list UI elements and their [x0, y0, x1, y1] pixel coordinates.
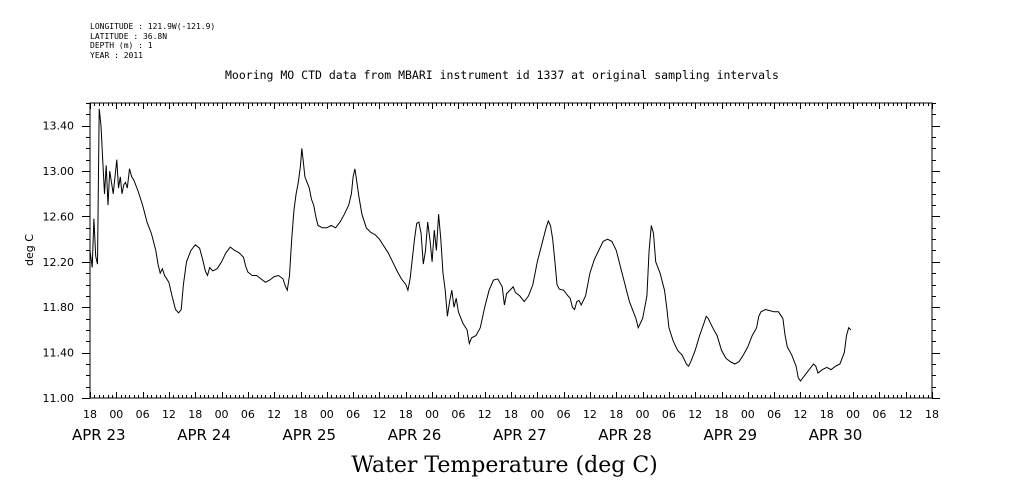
x-tick-label: 12	[583, 408, 597, 421]
x-tick-label: 00	[425, 408, 439, 421]
x-tick-label: 06	[872, 408, 886, 421]
x-tick-label: 00	[530, 408, 544, 421]
x-tick-label: 18	[504, 408, 518, 421]
x-tick-label: 18	[188, 408, 202, 421]
x-tick-label: 06	[451, 408, 465, 421]
y-tick-label: 12.60	[43, 210, 75, 223]
x-tick-label: 12	[478, 408, 492, 421]
x-tick-label: 18	[399, 408, 413, 421]
x-tick-label: 06	[767, 408, 781, 421]
x-tick-label: 00	[636, 408, 650, 421]
y-tick-label: 11.40	[43, 347, 75, 360]
longitude-line: LONGITUDE : 121.9W(-121.9)	[90, 22, 216, 31]
chart-title: Mooring MO CTD data from MBARI instrumen…	[225, 68, 779, 82]
x-tick-label: 18	[609, 408, 623, 421]
y-tick-labels: 11.00 11.40 11.80 12.20 12.60 13.00 13.40	[43, 120, 75, 405]
x-tick-label: 18	[925, 408, 939, 421]
x-tick-label: 18	[294, 408, 308, 421]
x-tick-label: 00	[741, 408, 755, 421]
x-day-label: APR 30	[809, 426, 863, 444]
y-tick-label: 11.80	[43, 301, 75, 314]
x-tick-label: 06	[662, 408, 676, 421]
x-tick-label: 18	[715, 408, 729, 421]
x-tick-label: 00	[320, 408, 334, 421]
year-line: YEAR : 2011	[90, 50, 143, 60]
x-day-label: APR 27	[493, 426, 547, 444]
x-axis-title: Water Temperature (deg C)	[351, 453, 658, 478]
x-tick-label: 12	[793, 408, 807, 421]
x-tick-label: 06	[136, 408, 150, 421]
x-day-label: APR 24	[177, 426, 231, 444]
x-tick-label: 00	[109, 408, 123, 421]
x-tick-label: 18	[820, 408, 834, 421]
x-day-label: APR 25	[283, 426, 337, 444]
latitude-line: LATITUDE : 36.8N	[90, 31, 168, 41]
x-day-labels: APR 23 APR 24 APR 25 APR 26 APR 27 APR 28 APR …	[72, 426, 862, 444]
plot-frame	[89, 102, 933, 399]
mooring-metadata: LONGITUDE : 121.9W(-121.9) LATITUDE : 36…	[90, 22, 215, 60]
y-tick-label: 13.00	[43, 165, 75, 178]
x-tick-label: 06	[346, 408, 360, 421]
x-day-label: APR 26	[388, 426, 442, 444]
x-tick-label: 12	[688, 408, 702, 421]
x-day-label: APR 29	[704, 426, 758, 444]
y-tick-label: 12.20	[43, 256, 75, 269]
y-tick-label: 13.40	[43, 120, 75, 133]
y-axis-label: deg C	[23, 234, 36, 266]
x-tick-label: 00	[215, 408, 229, 421]
series-line	[89, 108, 852, 382]
x-day-label: APR 28	[598, 426, 652, 444]
x-tick-label: 00	[846, 408, 860, 421]
x-tick-label: 06	[557, 408, 571, 421]
x-tick-label: 12	[162, 408, 176, 421]
axis-ticks	[82, 103, 940, 399]
depth-line: DEPTH (m) : 1	[90, 41, 153, 50]
x-tick-label: 12	[267, 408, 281, 421]
x-day-label: APR 23	[72, 426, 126, 444]
x-tick-label: 12	[899, 408, 913, 421]
x-tick-label: 06	[241, 408, 255, 421]
x-tick-label: 18	[83, 408, 97, 421]
y-tick-label: 11.00	[43, 392, 75, 405]
x-tick-label: 12	[372, 408, 386, 421]
x-tick-labels: 18 00 06 12 18 00 06 12 18 00 06 12 18 00 06 12 18 00 06 12…	[83, 408, 939, 421]
